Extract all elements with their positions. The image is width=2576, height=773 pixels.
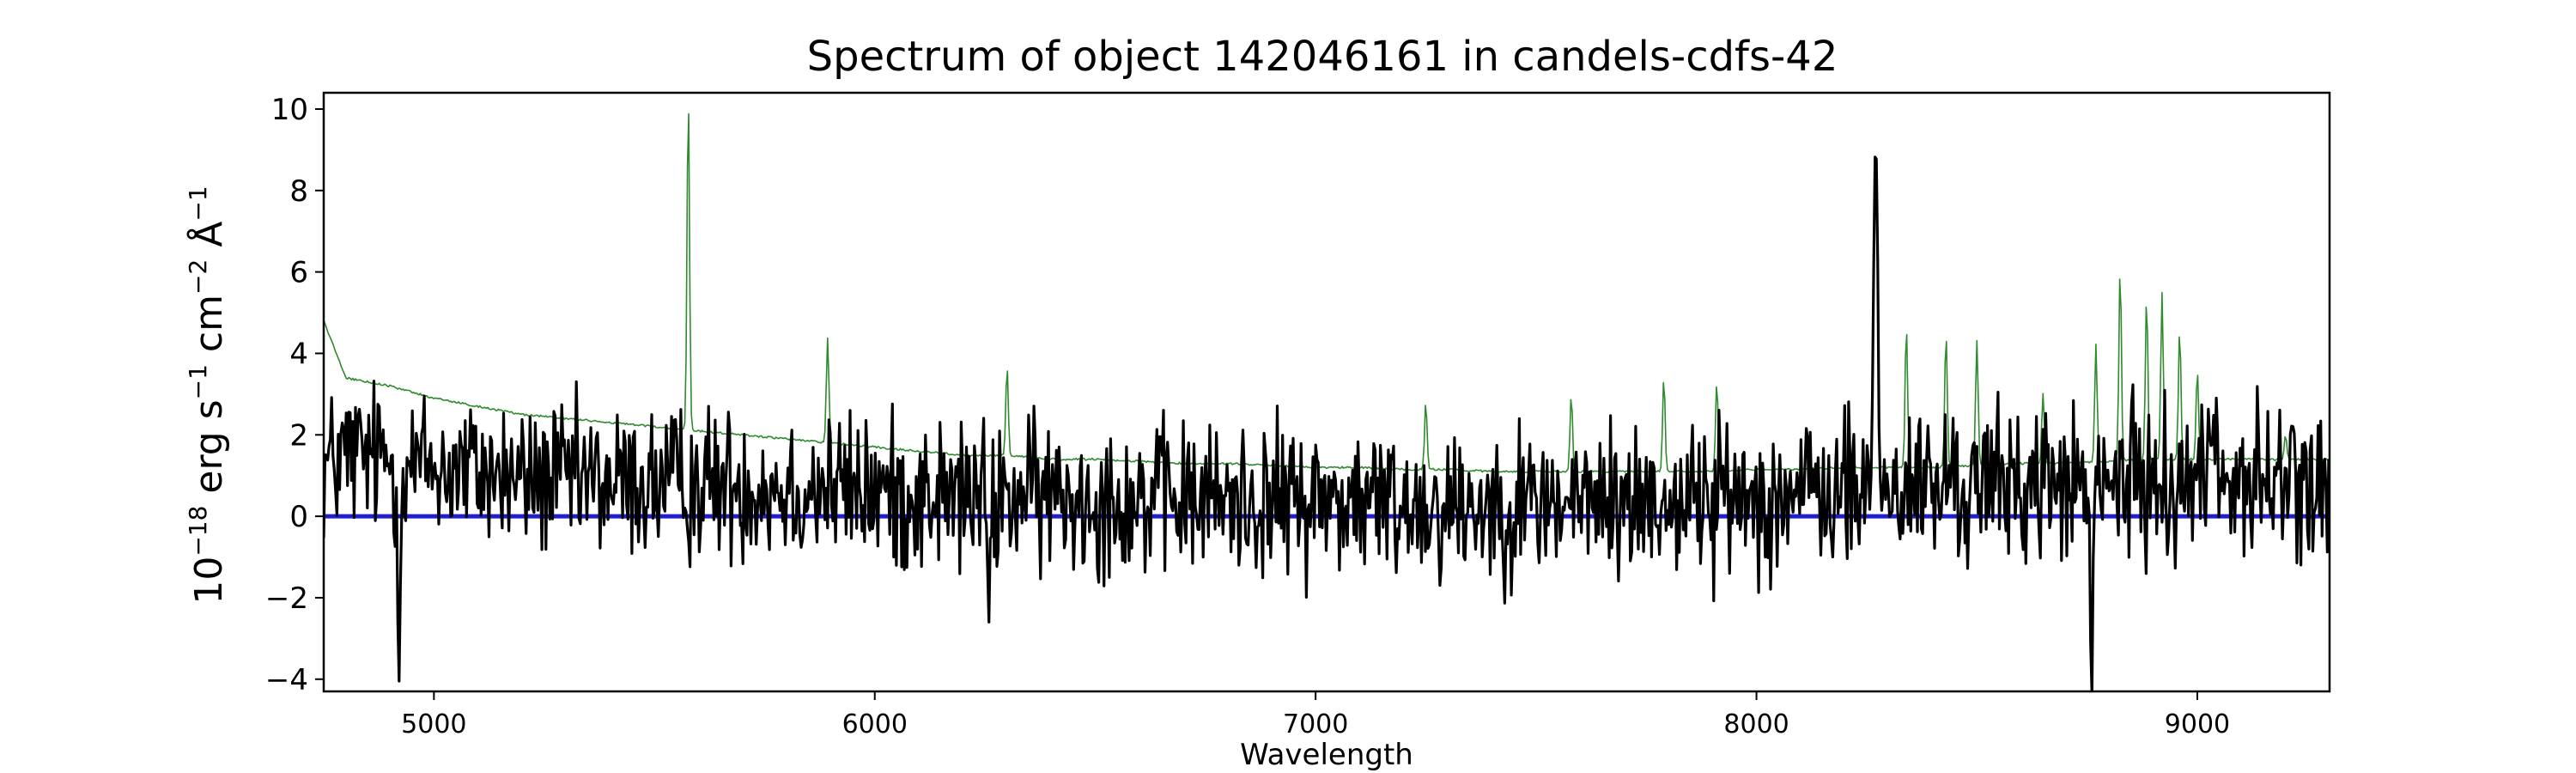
flux-series-line — [324, 155, 2330, 691]
y-tick-label: 2 — [289, 418, 308, 453]
x-tick-label: 7000 — [1283, 709, 1348, 740]
x-axis-label: Wavelength — [1240, 738, 1413, 772]
y-tick-label: 8 — [289, 174, 308, 209]
y-tick-label: 0 — [289, 500, 308, 534]
plot-frame — [322, 91, 2331, 693]
y-tick-label: 6 — [289, 256, 308, 290]
y-tick-label: 4 — [289, 337, 308, 371]
y-axis-label: 10−18 erg s−1 cm−2 Å−1 — [184, 186, 231, 604]
x-tick-label: 8000 — [1723, 709, 1789, 740]
plot-area — [322, 91, 2331, 693]
y-tick-label: −2 — [265, 581, 308, 616]
y-tick-label: 10 — [271, 93, 308, 127]
chart-title: Spectrum of object 142046161 in candels-… — [807, 33, 1838, 81]
y-axis: −4 −2 0 2 4 6 8 10 — [265, 93, 324, 697]
x-tick-label: 6000 — [842, 709, 908, 740]
series-layer — [324, 113, 2330, 691]
x-tick-label: 9000 — [2165, 709, 2230, 740]
y-tick-label: −4 — [265, 663, 308, 697]
x-axis: 5000 6000 7000 8000 9000 — [401, 691, 2230, 740]
sky-series-line — [324, 113, 2330, 473]
x-tick-label: 5000 — [401, 709, 466, 740]
